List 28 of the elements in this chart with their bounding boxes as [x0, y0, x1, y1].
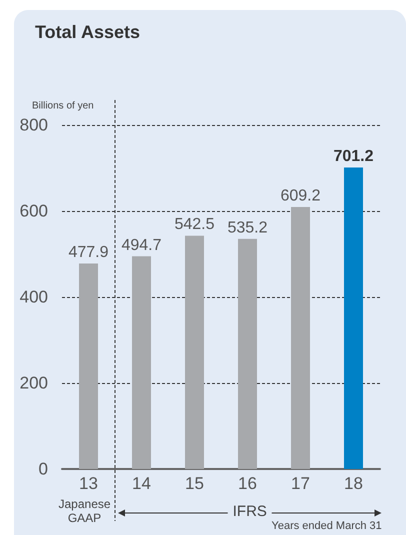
text: IFRS	[232, 503, 267, 520]
bar	[79, 264, 98, 469]
data-label: 609.2	[280, 188, 321, 205]
data-label: 535.2	[227, 219, 268, 236]
bar	[238, 238, 257, 469]
y-tick-label: 600	[20, 202, 48, 220]
x-tick-label: 17	[291, 474, 310, 493]
x-tick-label: 13	[79, 474, 98, 493]
x-tick-label: 18	[344, 474, 363, 493]
data-label: 494.7	[121, 236, 162, 254]
data-label: 477.9	[68, 244, 109, 262]
bar	[344, 167, 363, 469]
y-axis-title: Billions of yen	[32, 100, 94, 112]
x-tick-label: 16	[238, 474, 257, 493]
text: Japanese GAAP	[58, 497, 111, 525]
x-tick-label: 15	[185, 474, 204, 493]
bar	[185, 236, 204, 469]
data-label: 701.2	[333, 148, 374, 165]
x-tick-label: 14	[132, 474, 151, 493]
bar	[132, 256, 151, 469]
data-label: 542.5	[174, 216, 215, 234]
y-tick-label: 200	[20, 374, 48, 392]
text: Years ended March 31	[272, 519, 382, 533]
chart-title: Total Assets	[35, 22, 140, 42]
y-tick-label: 400	[20, 288, 48, 306]
y-tick-label: 800	[20, 116, 48, 134]
y-tick-label: 0	[38, 460, 48, 478]
bar	[291, 207, 310, 469]
